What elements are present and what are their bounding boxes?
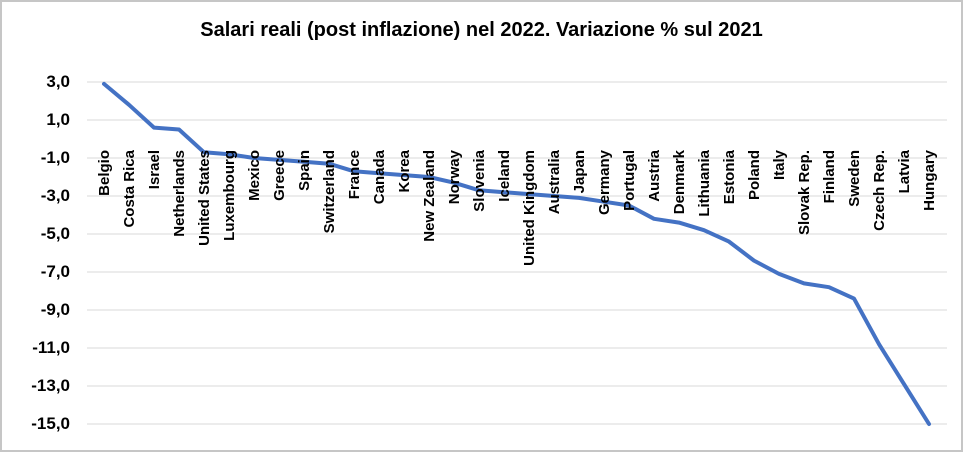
x-category-label-text: Spain	[295, 150, 313, 191]
y-tick-label: -9,0	[40, 300, 70, 319]
x-category-label-text: Czech Rep.	[870, 150, 888, 231]
x-category-label-text: Costa Rica	[120, 150, 138, 228]
y-tick-label: -3,0	[40, 186, 70, 205]
y-tick-label: -13,0	[31, 376, 70, 395]
x-category-label-text: Lithuania	[695, 150, 713, 217]
x-category-label-text: Poland	[745, 150, 763, 201]
y-tick-label: -15,0	[31, 414, 70, 433]
x-category-label-text: France	[345, 150, 363, 200]
x-category-label-text: United States	[195, 150, 213, 246]
x-category-label-text: Sweden	[845, 150, 863, 207]
x-category-label-text: Germany	[595, 150, 613, 216]
x-category-label-text: Hungary	[920, 150, 938, 211]
x-category-label-text: Netherlands	[170, 150, 188, 237]
x-category-label-text: Portugal	[620, 150, 638, 211]
x-category-label-text: Canada	[370, 150, 388, 205]
x-category-label-text: United Kingdom	[520, 150, 538, 266]
x-category-label-text: Belgio	[95, 150, 113, 196]
x-category-label-text: Finland	[820, 150, 838, 204]
x-category-label-text: Switzerland	[320, 150, 338, 234]
x-category-label-text: Iceland	[495, 150, 513, 202]
y-tick-label: 1,0	[46, 110, 70, 129]
y-tick-label: -7,0	[40, 262, 70, 281]
data-series-line	[102, 81, 931, 426]
x-category-label-text: Estonia	[720, 150, 738, 205]
x-category-label-text: Slovak Rep.	[795, 150, 813, 236]
x-category-label-text: Slovenia	[470, 150, 488, 212]
y-tick-label: 3,0	[46, 72, 70, 91]
y-tick-label: -5,0	[40, 224, 70, 243]
x-category-label-text: Denmark	[670, 150, 688, 215]
x-category-label-text: Australia	[545, 150, 563, 215]
x-category-label-text: Latvia	[895, 150, 913, 194]
x-category-label-text: Luxembourg	[220, 150, 238, 241]
y-tick-label: -11,0	[32, 338, 70, 357]
x-category-label-text: Israel	[145, 150, 163, 190]
x-category-label-text: Greece	[270, 150, 288, 201]
x-category-label-text: Mexico	[245, 150, 263, 201]
y-tick-label: -1,0	[40, 148, 70, 167]
x-category-label-text: Japan	[570, 150, 588, 194]
x-category-label-text: New Zealand	[420, 150, 438, 242]
x-category-label-text: Austria	[645, 150, 663, 202]
chart-title: Salari reali (post inflazione) nel 2022.…	[200, 19, 763, 41]
x-category-label-text: Italy	[770, 150, 788, 181]
x-category-label-text: Norway	[445, 150, 463, 205]
x-category-label-text: Korea	[395, 150, 413, 193]
